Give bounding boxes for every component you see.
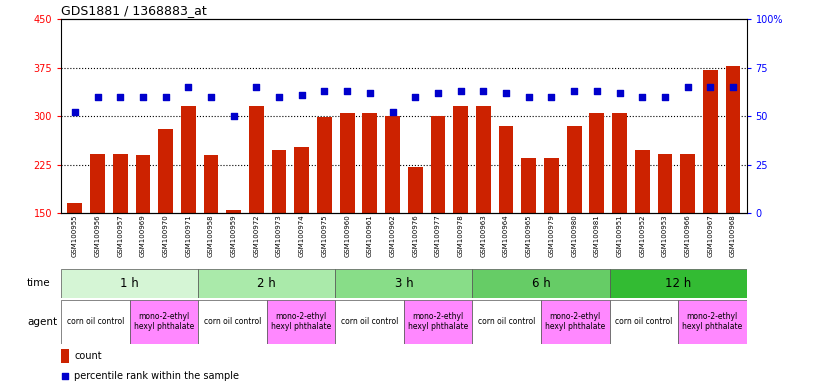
Bar — [272, 150, 286, 310]
Bar — [658, 154, 672, 310]
Point — [590, 88, 603, 94]
Bar — [472, 269, 610, 298]
Bar — [335, 269, 472, 298]
Bar — [113, 154, 127, 310]
Point — [182, 84, 195, 90]
Bar — [635, 150, 650, 310]
Bar — [472, 300, 541, 344]
Point — [681, 84, 694, 90]
Text: mono-2-ethyl
hexyl phthalate: mono-2-ethyl hexyl phthalate — [408, 312, 468, 331]
Bar — [68, 204, 82, 310]
Bar — [678, 300, 747, 344]
Text: time: time — [27, 278, 51, 288]
Text: percentile rank within the sample: percentile rank within the sample — [74, 371, 239, 381]
Bar — [362, 113, 377, 310]
Bar — [610, 300, 678, 344]
Text: agent: agent — [27, 316, 57, 327]
Bar — [90, 154, 105, 310]
Text: corn oil control: corn oil control — [204, 317, 261, 326]
Bar — [589, 113, 604, 310]
Point — [59, 372, 72, 379]
Point — [386, 109, 399, 115]
Point — [159, 94, 172, 100]
Point — [636, 94, 649, 100]
Point — [273, 94, 286, 100]
Text: 1 h: 1 h — [121, 277, 139, 290]
Point — [340, 88, 353, 94]
Point — [91, 94, 104, 100]
Bar — [476, 106, 490, 310]
Point — [69, 109, 82, 115]
Point — [477, 88, 490, 94]
Bar — [198, 300, 267, 344]
Bar — [135, 155, 150, 310]
Bar — [453, 106, 468, 310]
Text: mono-2-ethyl
hexyl phthalate: mono-2-ethyl hexyl phthalate — [271, 312, 331, 331]
Bar — [204, 155, 219, 310]
Bar — [703, 70, 718, 310]
Point — [455, 88, 468, 94]
Point — [613, 90, 626, 96]
Point — [409, 94, 422, 100]
Point — [318, 88, 331, 94]
Point — [205, 94, 218, 100]
Bar — [181, 106, 196, 310]
Point — [499, 90, 512, 96]
Bar — [335, 300, 404, 344]
Bar — [521, 158, 536, 310]
Bar — [612, 113, 627, 310]
Text: count: count — [74, 351, 102, 361]
Bar — [431, 116, 446, 310]
Text: mono-2-ethyl
hexyl phthalate: mono-2-ethyl hexyl phthalate — [682, 312, 743, 331]
Text: corn oil control: corn oil control — [341, 317, 398, 326]
Point — [568, 88, 581, 94]
Bar — [499, 126, 513, 310]
Text: 6 h: 6 h — [532, 277, 550, 290]
Point — [136, 94, 149, 100]
Text: mono-2-ethyl
hexyl phthalate: mono-2-ethyl hexyl phthalate — [545, 312, 605, 331]
Point — [545, 94, 558, 100]
Bar — [317, 118, 332, 310]
Text: 2 h: 2 h — [258, 277, 276, 290]
Point — [703, 84, 716, 90]
Bar — [226, 210, 241, 310]
Text: corn oil control: corn oil control — [478, 317, 535, 326]
Text: mono-2-ethyl
hexyl phthalate: mono-2-ethyl hexyl phthalate — [134, 312, 194, 331]
Bar — [61, 349, 69, 363]
Bar — [408, 167, 423, 310]
Text: corn oil control: corn oil control — [67, 317, 124, 326]
Point — [227, 113, 240, 119]
Bar — [267, 300, 335, 344]
Point — [659, 94, 672, 100]
Bar — [385, 116, 400, 310]
Point — [522, 94, 535, 100]
Bar — [404, 300, 472, 344]
Bar — [541, 300, 610, 344]
Bar — [295, 147, 309, 310]
Point — [295, 92, 308, 98]
Bar — [61, 269, 198, 298]
Bar — [61, 300, 130, 344]
Bar — [158, 129, 173, 310]
Bar — [725, 66, 740, 310]
Bar — [249, 106, 264, 310]
Point — [726, 84, 739, 90]
Text: GDS1881 / 1368883_at: GDS1881 / 1368883_at — [61, 3, 207, 17]
Text: 12 h: 12 h — [665, 277, 691, 290]
Point — [432, 90, 445, 96]
Bar — [567, 126, 582, 310]
Point — [113, 94, 126, 100]
Bar — [610, 269, 747, 298]
Bar — [681, 154, 695, 310]
Bar — [339, 113, 355, 310]
Text: corn oil control: corn oil control — [615, 317, 672, 326]
Bar — [130, 300, 198, 344]
Point — [363, 90, 376, 96]
Text: 3 h: 3 h — [395, 277, 413, 290]
Bar — [198, 269, 335, 298]
Bar — [544, 158, 559, 310]
Point — [250, 84, 263, 90]
